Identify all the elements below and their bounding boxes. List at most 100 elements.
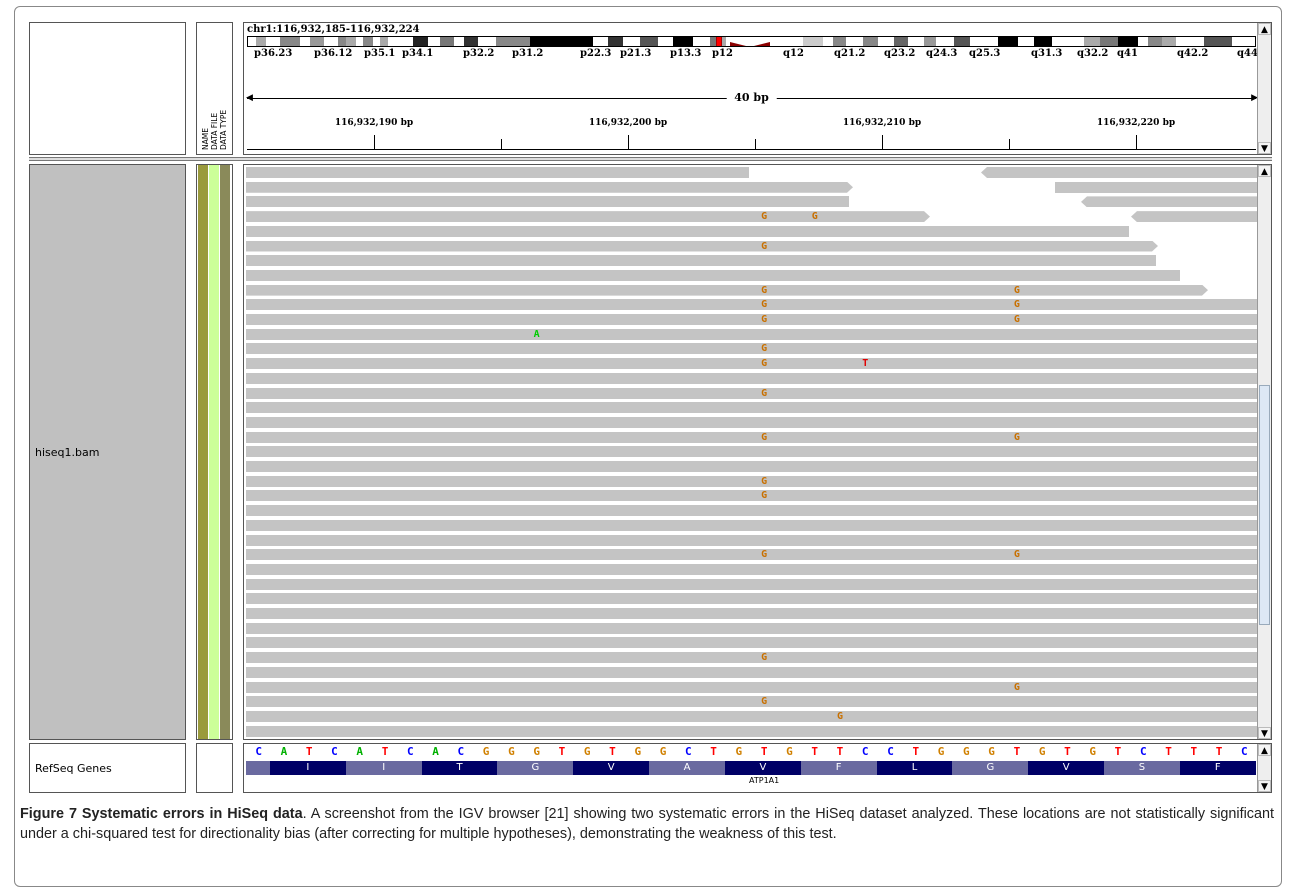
amino-acid[interactable]: V <box>724 761 801 775</box>
aligned-read[interactable] <box>246 167 749 178</box>
aligned-read[interactable] <box>246 196 849 208</box>
aligned-read[interactable] <box>246 372 1257 384</box>
refseq-scrollbar[interactable]: ▲ ▼ <box>1257 744 1271 792</box>
aligned-read[interactable] <box>1055 181 1257 193</box>
scroll-down-arrow-icon[interactable]: ▼ <box>1258 727 1271 739</box>
aligned-read[interactable] <box>246 652 1257 664</box>
mismatch-base[interactable]: G <box>1013 431 1020 443</box>
mismatch-base[interactable]: G <box>761 696 768 708</box>
attr-header-data-type[interactable]: DATA TYPE <box>219 109 228 150</box>
mismatch-base[interactable]: T <box>862 358 869 370</box>
mismatch-base[interactable]: G <box>1013 314 1020 325</box>
mismatch-base[interactable]: G <box>1013 549 1020 561</box>
scroll-thumb[interactable] <box>1259 385 1270 625</box>
panel-divider[interactable] <box>29 157 1272 161</box>
amino-acid[interactable]: G <box>952 761 1029 775</box>
chromosome-ideogram[interactable] <box>247 36 1256 47</box>
scroll-down-arrow-icon[interactable]: ▼ <box>1258 780 1271 792</box>
aligned-read[interactable] <box>246 475 1257 487</box>
aligned-read[interactable] <box>246 622 1257 634</box>
aligned-read[interactable] <box>246 269 1180 281</box>
amino-acid[interactable]: I <box>345 761 422 775</box>
aligned-read[interactable] <box>246 328 1257 340</box>
track-name-panel[interactable]: hiseq1.bam <box>29 164 186 740</box>
aligned-read[interactable] <box>246 182 853 193</box>
mismatch-base[interactable]: G <box>761 240 768 252</box>
track-attribute-panel[interactable] <box>196 164 233 740</box>
aligned-read[interactable] <box>246 211 930 222</box>
aligned-read[interactable] <box>246 285 1208 296</box>
mismatch-base[interactable]: G <box>761 211 768 223</box>
aligned-read[interactable] <box>246 299 1257 311</box>
mismatch-base[interactable]: G <box>761 549 768 561</box>
amino-acid[interactable]: S <box>1104 761 1180 775</box>
aligned-read[interactable] <box>246 402 1257 414</box>
mismatch-base[interactable]: G <box>1013 681 1020 693</box>
aligned-read[interactable] <box>246 681 1257 693</box>
scroll-down-arrow-icon[interactable]: ▼ <box>1258 142 1271 154</box>
mismatch-base[interactable]: G <box>1013 299 1020 311</box>
aligned-read[interactable] <box>1081 196 1257 208</box>
aligned-read[interactable] <box>246 446 1257 458</box>
mismatch-base[interactable]: G <box>761 490 768 502</box>
aligned-read[interactable] <box>246 314 1257 325</box>
aligned-read[interactable] <box>246 725 1257 737</box>
amino-acid[interactable]: L <box>876 761 953 775</box>
amino-acid[interactable]: T <box>421 761 498 775</box>
aligned-read[interactable] <box>246 563 1257 575</box>
position-ruler[interactable]: 116,932,190 bp 116,932,200 bp 116,932,210 … <box>247 113 1256 153</box>
aligned-read[interactable] <box>246 505 1257 517</box>
mismatch-base[interactable]: G <box>761 284 768 296</box>
aligned-read[interactable] <box>246 637 1257 649</box>
aligned-read[interactable] <box>246 710 1257 722</box>
mismatch-base[interactable]: G <box>761 299 768 311</box>
mismatch-base[interactable]: G <box>761 475 768 487</box>
amino-acid[interactable]: F <box>1179 761 1256 775</box>
aligned-read[interactable] <box>246 225 1129 237</box>
amino-acid[interactable]: G <box>497 761 574 775</box>
aligned-read[interactable] <box>246 358 1257 370</box>
aligned-read[interactable] <box>246 387 1257 399</box>
mismatch-base[interactable]: G <box>761 652 768 664</box>
header-scrollbar[interactable]: ▲ ▼ <box>1257 23 1271 154</box>
aligned-read[interactable] <box>246 608 1257 619</box>
scroll-up-arrow-icon[interactable]: ▲ <box>1258 744 1271 756</box>
mismatch-base[interactable]: G <box>836 710 843 722</box>
aligned-read[interactable] <box>246 519 1257 531</box>
aligned-read[interactable] <box>246 549 1257 561</box>
mismatch-base[interactable]: G <box>1013 284 1020 296</box>
mismatch-base[interactable]: G <box>761 358 768 370</box>
mismatch-base[interactable]: G <box>761 314 768 325</box>
amino-acid[interactable]: V <box>1028 761 1105 775</box>
aligned-read[interactable] <box>246 666 1257 678</box>
amino-acid[interactable]: I <box>270 761 346 775</box>
mismatch-base[interactable]: G <box>811 211 818 223</box>
aligned-read[interactable] <box>246 343 1257 355</box>
alignment-scrollbar[interactable]: ▲ ▼ <box>1257 165 1271 739</box>
attr-header-data-file[interactable]: DATA FILE <box>210 112 219 150</box>
scroll-up-arrow-icon[interactable]: ▲ <box>1258 23 1271 35</box>
aligned-read[interactable] <box>246 534 1257 546</box>
refseq-name-panel[interactable]: RefSeq Genes <box>29 743 186 793</box>
aligned-read[interactable] <box>246 593 1257 605</box>
aligned-read[interactable] <box>246 490 1257 502</box>
amino-acid[interactable]: V <box>573 761 650 775</box>
aligned-read[interactable] <box>246 416 1257 428</box>
attr-header-name[interactable]: NAME <box>201 128 210 150</box>
aligned-read[interactable] <box>1131 211 1257 223</box>
aligned-read[interactable] <box>246 241 1158 252</box>
aligned-read[interactable] <box>246 461 1257 472</box>
aligned-read[interactable] <box>246 578 1257 590</box>
aligned-read[interactable] <box>246 255 1156 267</box>
amino-acid[interactable]: A <box>649 761 725 775</box>
mismatch-base[interactable]: A <box>533 328 540 340</box>
amino-acid[interactable]: F <box>800 761 877 775</box>
aligned-read[interactable] <box>981 167 1257 178</box>
aligned-read[interactable] <box>246 431 1257 443</box>
scroll-up-arrow-icon[interactable]: ▲ <box>1258 165 1271 177</box>
mismatch-base[interactable]: G <box>761 431 768 443</box>
mismatch-base[interactable]: G <box>761 387 768 399</box>
